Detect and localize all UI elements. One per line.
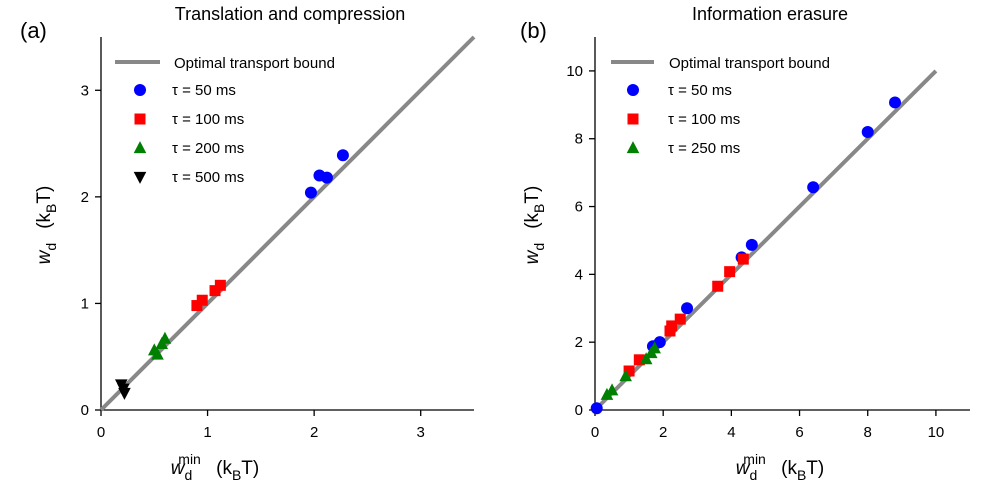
data-point-series-0 xyxy=(590,402,603,415)
legend-a-item-3: τ = 500 ms xyxy=(172,169,244,186)
y-tick-label: 0 xyxy=(575,402,583,419)
data-point-series-0 xyxy=(807,181,820,194)
panel-a-legend: Optimal transport bound τ = 50 ms τ = 10… xyxy=(115,55,335,186)
data-point-series-1 xyxy=(737,253,749,265)
panel-b-legend: Optimal transport bound τ = 50 ms τ = 10… xyxy=(611,55,830,157)
legend-a-item-0: τ = 50 ms xyxy=(172,82,236,99)
data-point-series-0 xyxy=(861,125,874,138)
legend-marker-2 xyxy=(133,141,147,154)
legend-a-item-2: τ = 200 ms xyxy=(172,140,244,157)
legend-marker-1 xyxy=(134,113,146,125)
x-tick-label: 4 xyxy=(727,424,735,441)
legend-marker-0 xyxy=(134,84,146,96)
legend-marker-1 xyxy=(627,113,639,125)
x-tick-label: 10 xyxy=(928,424,945,441)
data-point-series-1 xyxy=(196,294,208,306)
data-point-series-1 xyxy=(633,354,645,366)
data-point-series-2 xyxy=(158,331,172,344)
panel-a: (a) Translation and compression 0 1 2 3 0 1 2 3… xyxy=(20,4,476,483)
legend-b-item-0: τ = 50 ms xyxy=(668,82,732,99)
y-tick-label: 1 xyxy=(81,295,89,312)
legend-marker-2 xyxy=(626,141,640,154)
data-point-series-0 xyxy=(681,302,694,315)
y-tick-label: 6 xyxy=(575,199,583,216)
y-tick-label: 8 xyxy=(575,131,583,148)
legend-a-item-1: τ = 100 ms xyxy=(172,111,244,128)
x-tick-label: 8 xyxy=(864,424,872,441)
y-tick-label: 10 xyxy=(566,63,583,80)
x-tick-label: 2 xyxy=(659,424,667,441)
data-point-series-0 xyxy=(653,336,666,349)
panel-a-axes xyxy=(100,37,474,411)
data-point-series-0 xyxy=(889,96,901,109)
data-point-series-2 xyxy=(639,352,653,365)
data-point-series-1 xyxy=(666,320,678,332)
data-point-series-1 xyxy=(724,266,736,278)
panel-b-ticks: 0 2 4 6 8 10 0 2 4 6 8 10 xyxy=(566,63,944,441)
y-tick-label: 3 xyxy=(81,82,89,99)
panel-b-title: Information erasure xyxy=(692,4,848,24)
panel-a-ylabel: wd(kBT) xyxy=(34,186,59,265)
panel-a-xlabel: wdmin (kBT) xyxy=(171,451,259,483)
legend-marker-0 xyxy=(627,84,639,96)
panel-a-letter: (a) xyxy=(20,18,47,43)
panel-b-ylabel: wd(kBT) xyxy=(522,186,547,265)
data-point-series-1 xyxy=(214,279,226,291)
x-tick-label: 2 xyxy=(310,424,318,441)
panel-a-title: Translation and compression xyxy=(175,4,405,24)
data-point-series-0 xyxy=(336,149,349,162)
data-point-series-1 xyxy=(674,313,686,325)
data-point-series-0 xyxy=(320,171,333,184)
data-point-series-0 xyxy=(304,186,317,199)
data-point-series-2 xyxy=(619,369,632,382)
data-point-series-2 xyxy=(605,383,619,396)
x-tick-label: 0 xyxy=(591,424,599,441)
data-point-series-1 xyxy=(712,280,724,292)
data-point-series-0 xyxy=(745,238,758,251)
x-tick-label: 6 xyxy=(795,424,803,441)
y-tick-label: 0 xyxy=(81,402,89,419)
panel-b-xlabel: wdmin (kBT) xyxy=(736,451,824,483)
y-tick-label: 2 xyxy=(575,334,583,351)
panel-b: (b) Information erasure 0 2 4 6 8 10 0 2 4 6 8 10 O… xyxy=(520,4,970,483)
legend-marker-3 xyxy=(133,171,147,184)
panel-b-axes xyxy=(594,37,970,411)
data-point-series-2 xyxy=(648,341,661,354)
legend-b-item-1: τ = 100 ms xyxy=(668,111,740,128)
panel-b-points xyxy=(590,96,901,415)
panel-a-ticks: 0 1 2 3 0 1 2 3 xyxy=(81,82,425,441)
data-point-series-3 xyxy=(118,387,131,400)
panel-a-points xyxy=(114,149,349,400)
y-tick-label: 4 xyxy=(575,266,583,283)
legend-b-line-label: Optimal transport bound xyxy=(669,55,830,72)
data-point-series-2 xyxy=(151,347,164,360)
panel-b-letter: (b) xyxy=(520,18,547,43)
y-tick-label: 2 xyxy=(81,189,89,206)
legend-a-line-label: Optimal transport bound xyxy=(174,55,335,72)
x-tick-label: 1 xyxy=(203,424,211,441)
data-point-series-1 xyxy=(623,365,635,377)
x-tick-label: 3 xyxy=(417,424,425,441)
legend-b-item-2: τ = 250 ms xyxy=(668,140,740,157)
x-tick-label: 0 xyxy=(97,424,105,441)
